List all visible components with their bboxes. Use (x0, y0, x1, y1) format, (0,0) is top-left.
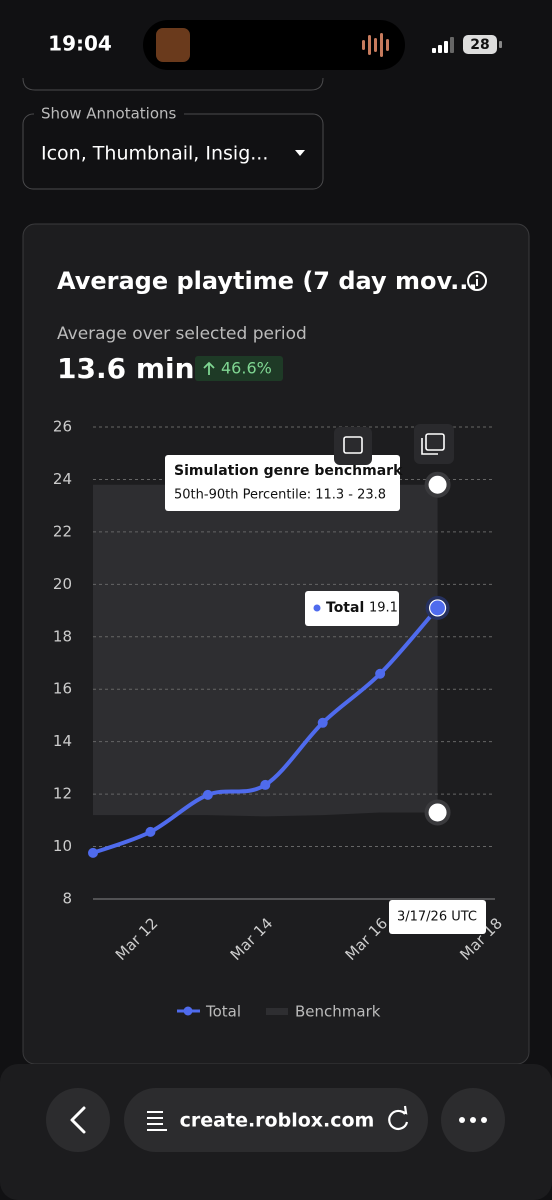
back-button[interactable] (46, 1088, 110, 1152)
y-tick-label: 24 (53, 470, 72, 488)
y-tick-label: 10 (53, 837, 72, 855)
y-tick-label: 22 (53, 522, 72, 540)
image-icon (343, 436, 363, 454)
change-badge (195, 356, 283, 381)
gallery-annotation[interactable] (414, 424, 454, 464)
reader-icon (147, 1111, 167, 1131)
total-point (317, 717, 328, 728)
signal-icon (432, 37, 454, 53)
app-icon (156, 28, 190, 62)
back-icon (70, 1106, 86, 1134)
reload-icon[interactable] (388, 1109, 409, 1131)
benchmark-tooltip-title: Simulation genre benchmark (174, 463, 403, 479)
audio-wave (362, 33, 389, 57)
up-arrow (203, 361, 215, 375)
total-point (202, 789, 213, 800)
benchmark-tooltip (165, 455, 400, 511)
url: create.roblox.com (180, 1110, 375, 1132)
clock: 19:04 (48, 32, 112, 56)
reload-arrow (399, 1105, 408, 1115)
legend-label: Total (205, 1003, 241, 1021)
info-icon-dot (475, 274, 479, 278)
y-tick-label: 26 (53, 418, 72, 436)
total-point (428, 599, 447, 617)
battery (463, 35, 497, 54)
legend-swatch (266, 1008, 288, 1015)
more-icon (459, 1117, 487, 1123)
benchmark-tooltip-range: 50th-90th Percentile: 11.3 - 23.8 (174, 488, 386, 503)
card-value: 13.6 min (57, 352, 195, 385)
select-label: Show Annotations (41, 105, 177, 123)
date-tooltip-text: 3/17/26 UTC (397, 910, 477, 925)
total-point (145, 826, 156, 837)
y-tick-label: 18 (53, 627, 72, 645)
total-tooltip (305, 591, 399, 626)
y-tick-label: 20 (53, 575, 72, 593)
info-icon-bar (476, 279, 478, 286)
label-gap (34, 104, 184, 124)
benchmark-point (428, 803, 447, 822)
dynamic-island (143, 20, 405, 70)
total-point (375, 668, 386, 679)
total-tooltip-name: Total (326, 600, 364, 616)
total-point (260, 779, 271, 790)
gallery-icon (425, 433, 445, 451)
url-bar[interactable] (124, 1088, 428, 1152)
info-icon[interactable] (467, 271, 487, 291)
y-tick-label: 16 (53, 680, 72, 698)
card-title: Average playtime (7 day mov... (57, 267, 478, 295)
thumbnail-annotation[interactable] (334, 427, 372, 465)
total-point (88, 847, 98, 858)
legend-dot (183, 1006, 193, 1016)
y-tick-label: 12 (53, 785, 72, 803)
date-tooltip (389, 900, 486, 934)
y-tick-label: 8 (62, 890, 72, 908)
dropdown-arrow (295, 150, 305, 156)
battery-level: 28 (470, 37, 489, 53)
battery-cap (499, 41, 502, 48)
card-subtitle: Average over selected period (57, 324, 307, 344)
benchmark-point (428, 475, 447, 494)
field-edge (22, 77, 324, 91)
y-tick-label: 14 (53, 732, 72, 750)
total-tooltip-value: 19.1 (369, 601, 398, 616)
legend-label: Benchmark (295, 1003, 381, 1021)
change-value: 46.6% (221, 359, 272, 378)
benchmark-band (93, 484, 438, 817)
select-value: Icon, Thumbnail, Insig... (41, 143, 268, 165)
total-tooltip-dot (313, 604, 321, 612)
gallery-icon-back (421, 438, 438, 455)
